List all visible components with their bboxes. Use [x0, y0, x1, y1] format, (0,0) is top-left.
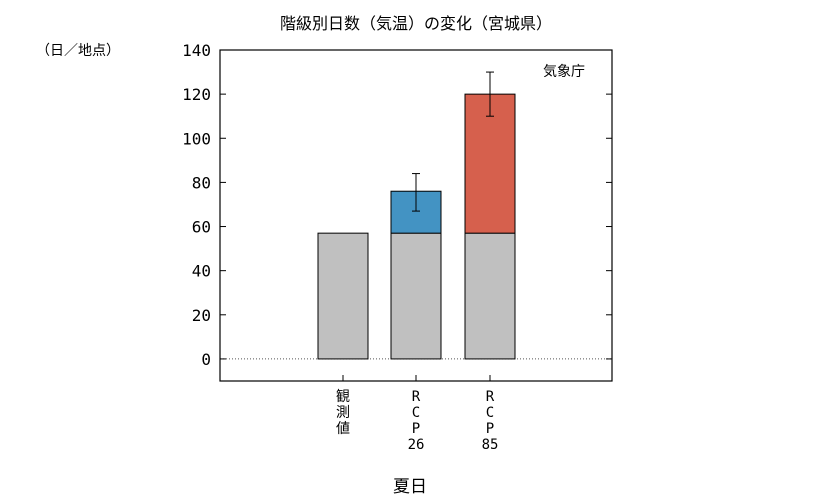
x-category-label: C	[412, 405, 420, 421]
x-category-label: C	[486, 405, 494, 421]
bar-increase	[464, 93, 516, 234]
x-category-label: 観	[336, 388, 350, 405]
bar-increase	[390, 190, 442, 234]
x-category-label: 85	[482, 437, 499, 453]
y-tick-label: 80	[192, 173, 211, 192]
y-tick-label: 40	[192, 262, 211, 281]
y-tick-label: 20	[192, 306, 211, 325]
bar-base	[390, 232, 442, 360]
chart-title: 階級別日数（気温）の変化（宮城県）	[280, 14, 552, 33]
x-category-label: P	[412, 421, 420, 437]
y-axis-unit-label: （日／地点）	[36, 43, 120, 59]
y-tick-label: 140	[182, 41, 211, 60]
x-category-label: R	[412, 389, 421, 405]
source-label: 気象庁	[543, 64, 585, 80]
y-tick-label: 100	[182, 129, 211, 148]
x-axis-label: 夏日	[393, 477, 427, 497]
x-category-label: 26	[408, 437, 425, 453]
x-category-label: R	[486, 389, 495, 405]
x-category-label: 値	[336, 421, 350, 437]
y-tick-label: 60	[192, 218, 211, 237]
bar-base	[317, 232, 369, 360]
x-category-label: 測	[336, 405, 350, 421]
bar-base	[464, 232, 516, 360]
plot-frame	[219, 49, 613, 382]
y-tick-label: 120	[182, 85, 211, 104]
x-category-label: P	[486, 421, 494, 437]
y-tick-label: 0	[201, 350, 211, 369]
